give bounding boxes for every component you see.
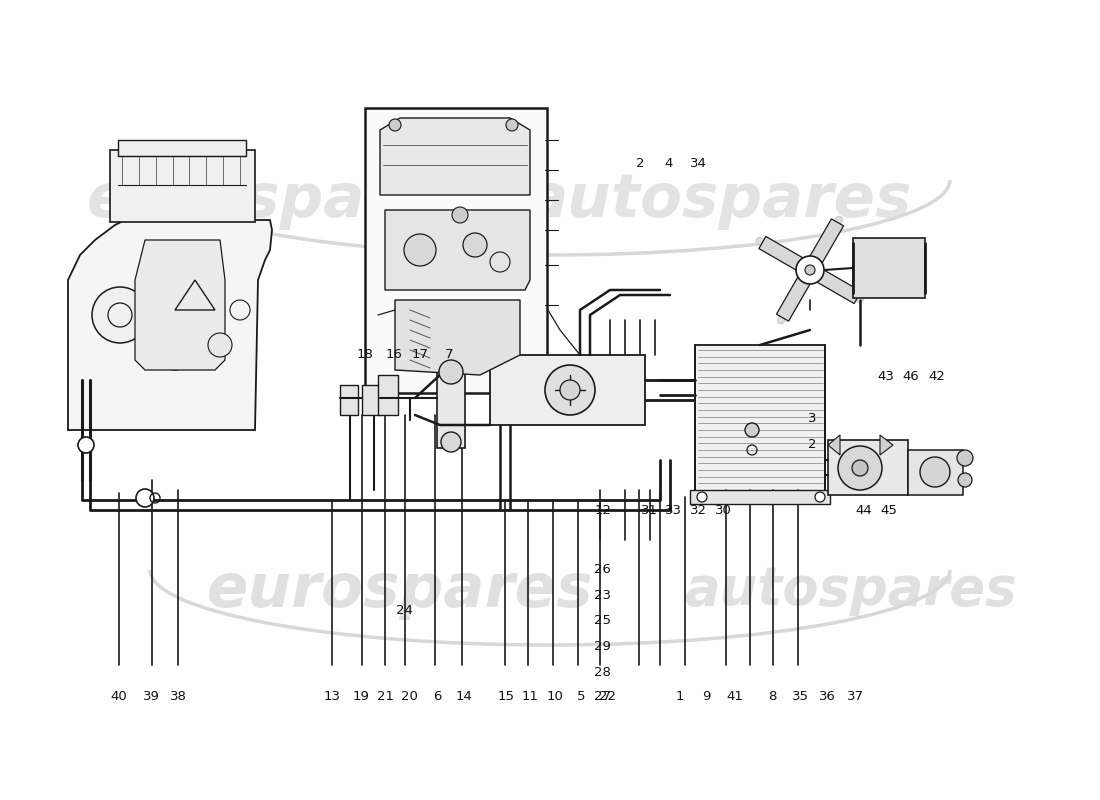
- Text: 41: 41: [726, 690, 744, 703]
- Text: 15: 15: [497, 690, 515, 703]
- Text: 27: 27: [594, 690, 612, 702]
- Text: 14: 14: [455, 690, 473, 703]
- Text: 17: 17: [411, 348, 429, 361]
- Text: 21: 21: [376, 690, 394, 703]
- Text: 2: 2: [807, 438, 816, 451]
- Text: 35: 35: [792, 690, 810, 703]
- Circle shape: [136, 489, 154, 507]
- Text: eurospares: eurospares: [87, 170, 473, 230]
- Bar: [365, 108, 547, 393]
- Polygon shape: [828, 435, 840, 455]
- Polygon shape: [68, 220, 272, 430]
- Text: 19: 19: [352, 690, 370, 703]
- Text: 43: 43: [877, 370, 894, 382]
- Text: 34: 34: [690, 157, 707, 170]
- Text: 4: 4: [664, 157, 673, 170]
- Text: 10: 10: [547, 690, 564, 703]
- Circle shape: [506, 119, 518, 131]
- Text: 11: 11: [521, 690, 539, 703]
- Text: 40: 40: [110, 690, 128, 703]
- Text: 13: 13: [323, 690, 341, 703]
- Circle shape: [78, 437, 94, 453]
- Text: 3: 3: [807, 412, 816, 425]
- Circle shape: [560, 380, 580, 400]
- Circle shape: [463, 233, 487, 257]
- Circle shape: [441, 432, 461, 452]
- Bar: [378, 375, 398, 415]
- Text: 18: 18: [356, 348, 374, 361]
- Text: 6: 6: [433, 690, 442, 703]
- Text: 8: 8: [768, 690, 777, 703]
- Text: 28: 28: [594, 666, 612, 678]
- Text: 23: 23: [594, 589, 612, 602]
- Text: 36: 36: [818, 690, 836, 703]
- Text: autospares: autospares: [527, 170, 913, 230]
- Text: 44: 44: [855, 504, 872, 517]
- Circle shape: [544, 365, 595, 415]
- Polygon shape: [135, 240, 226, 370]
- Bar: [490, 355, 645, 425]
- Text: 26: 26: [594, 563, 612, 576]
- Circle shape: [796, 256, 824, 284]
- Circle shape: [815, 492, 825, 502]
- Polygon shape: [385, 210, 530, 290]
- Text: 32: 32: [690, 504, 707, 517]
- Text: 30: 30: [715, 504, 733, 517]
- Text: 33: 33: [664, 504, 682, 517]
- Bar: [118, 140, 246, 156]
- Polygon shape: [804, 219, 844, 274]
- Polygon shape: [880, 435, 893, 455]
- Polygon shape: [777, 266, 816, 321]
- Bar: [908, 450, 962, 495]
- Text: autospares: autospares: [684, 564, 1016, 616]
- Text: 39: 39: [143, 690, 161, 703]
- Circle shape: [957, 450, 974, 466]
- Text: 46: 46: [902, 370, 920, 382]
- Text: 37: 37: [847, 690, 865, 703]
- Circle shape: [920, 457, 950, 487]
- Circle shape: [92, 287, 148, 343]
- Text: 9: 9: [702, 690, 711, 703]
- Circle shape: [852, 460, 868, 476]
- Bar: [852, 238, 925, 298]
- Bar: [437, 368, 465, 448]
- Circle shape: [389, 119, 402, 131]
- Text: 5: 5: [576, 690, 585, 703]
- Polygon shape: [395, 300, 520, 375]
- Text: 16: 16: [385, 348, 403, 361]
- Bar: [828, 440, 907, 495]
- Text: 29: 29: [594, 640, 612, 653]
- Circle shape: [208, 333, 232, 357]
- Bar: [362, 385, 380, 415]
- Circle shape: [745, 423, 759, 437]
- Text: 7: 7: [444, 348, 453, 361]
- Circle shape: [838, 446, 882, 490]
- Polygon shape: [759, 237, 814, 276]
- Text: 25: 25: [594, 614, 612, 627]
- Text: 38: 38: [169, 690, 187, 703]
- Text: eurospares: eurospares: [207, 561, 593, 619]
- Circle shape: [439, 360, 463, 384]
- Text: 31: 31: [640, 504, 658, 517]
- Text: 1: 1: [675, 690, 684, 703]
- Circle shape: [697, 492, 707, 502]
- Text: 24: 24: [396, 604, 414, 617]
- Circle shape: [155, 330, 195, 370]
- Bar: [695, 345, 825, 497]
- Circle shape: [958, 473, 972, 487]
- Bar: [110, 150, 255, 222]
- Circle shape: [452, 207, 468, 223]
- Circle shape: [805, 265, 815, 275]
- Text: 12: 12: [594, 504, 612, 517]
- Text: 2: 2: [636, 157, 645, 170]
- Bar: [340, 385, 358, 415]
- Circle shape: [404, 234, 436, 266]
- Bar: [690, 490, 830, 504]
- Text: 22: 22: [598, 690, 616, 703]
- Text: 42: 42: [928, 370, 946, 382]
- Text: 20: 20: [400, 690, 418, 703]
- Polygon shape: [379, 118, 530, 195]
- Polygon shape: [806, 264, 861, 303]
- Text: 45: 45: [880, 504, 898, 517]
